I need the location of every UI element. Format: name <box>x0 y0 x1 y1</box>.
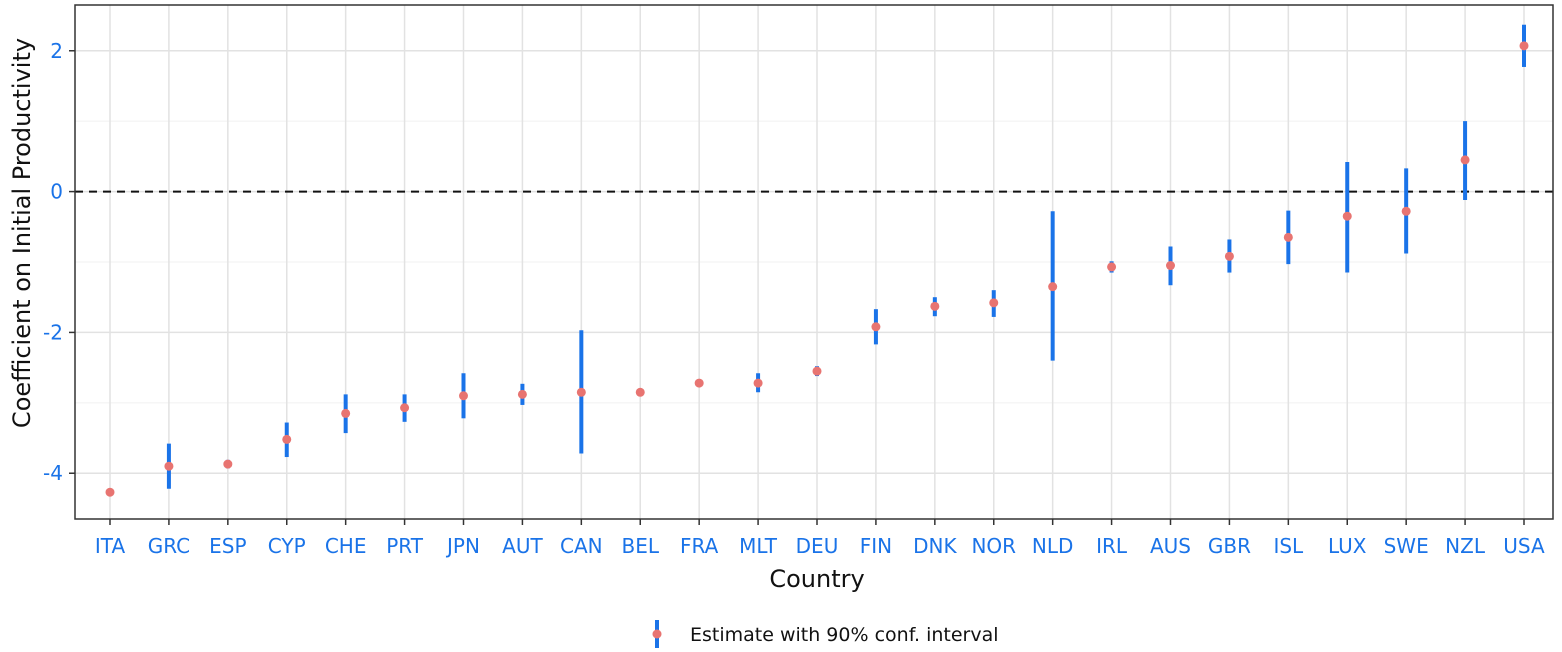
estimate-point <box>989 298 999 308</box>
x-tick-label: BEL <box>622 534 660 558</box>
estimate-point <box>517 389 527 399</box>
x-tick-label: NZL <box>1445 534 1486 558</box>
x-tick-label: ISL <box>1273 534 1304 558</box>
estimate-point <box>1519 41 1529 51</box>
y-tick-label: 0 <box>50 180 63 204</box>
x-tick-label: SWE <box>1384 534 1429 558</box>
x-tick-label: AUT <box>502 534 543 558</box>
x-tick-label: CYP <box>268 534 306 558</box>
estimate-point <box>1283 232 1293 242</box>
legend-point-key <box>652 629 662 639</box>
estimate-point <box>635 387 645 397</box>
x-tick-label: PRT <box>386 534 424 558</box>
x-tick-label: NOR <box>971 534 1016 558</box>
x-tick-label: DEU <box>796 534 839 558</box>
estimate-point <box>341 408 351 418</box>
estimate-point <box>576 387 586 397</box>
y-tick-label: 2 <box>50 39 63 63</box>
y-tick-label: -4 <box>43 461 63 485</box>
legend: Estimate with 90% conf. interval <box>652 620 999 648</box>
x-axis-title: Country <box>769 565 864 593</box>
estimate-point <box>459 391 468 401</box>
x-tick-label: CHE <box>325 534 367 558</box>
x-tick-label: IRL <box>1096 534 1128 558</box>
y-tick-label: -2 <box>43 320 63 344</box>
estimate-point <box>223 459 233 469</box>
data-marks <box>105 24 1529 497</box>
x-tick-label: DNK <box>913 534 957 558</box>
x-axis-ticks: ITA GRC ESP CYP CHE PRT JPN AUT CAN BEL FRA MLT DEU F… <box>95 519 1545 558</box>
estimate-point <box>400 403 410 413</box>
estimate-point <box>1107 262 1117 272</box>
legend-label: Estimate with 90% conf. interval <box>690 624 999 646</box>
estimate-point <box>753 378 763 388</box>
estimate-point <box>1224 251 1234 261</box>
x-tick-label: NLD <box>1032 534 1074 558</box>
estimate-point <box>1048 282 1058 292</box>
estimate-point <box>164 461 174 471</box>
estimate-point <box>871 322 881 332</box>
estimate-point <box>812 366 822 376</box>
x-tick-label: MLT <box>739 534 778 558</box>
x-tick-label: LUX <box>1328 534 1367 558</box>
x-tick-label: GRC <box>148 534 190 558</box>
estimate-point <box>1342 211 1352 221</box>
estimate-point <box>282 434 292 444</box>
estimate-point <box>694 378 704 388</box>
estimate-point <box>930 301 940 311</box>
x-tick-label: GBR <box>1208 534 1251 558</box>
estimate-point <box>1166 261 1175 271</box>
x-tick-label: ITA <box>95 534 126 558</box>
x-tick-label: JPN <box>445 534 480 558</box>
estimate-point <box>1401 206 1411 216</box>
x-tick-label: AUS <box>1150 534 1191 558</box>
estimate-point <box>1460 155 1470 165</box>
x-tick-label: FIN <box>860 534 892 558</box>
x-tick-label: FRA <box>680 534 719 558</box>
x-tick-label: USA <box>1503 534 1545 558</box>
grid <box>75 5 1553 519</box>
estimate-point <box>105 487 115 497</box>
x-tick-label: ESP <box>209 534 246 558</box>
y-axis-title: Coefficient on Initial Productivity <box>8 38 36 428</box>
plot-panel-border <box>74 4 1554 520</box>
x-tick-label: CAN <box>560 534 603 558</box>
y-axis-ticks: -4 -2 0 2 <box>43 39 75 485</box>
